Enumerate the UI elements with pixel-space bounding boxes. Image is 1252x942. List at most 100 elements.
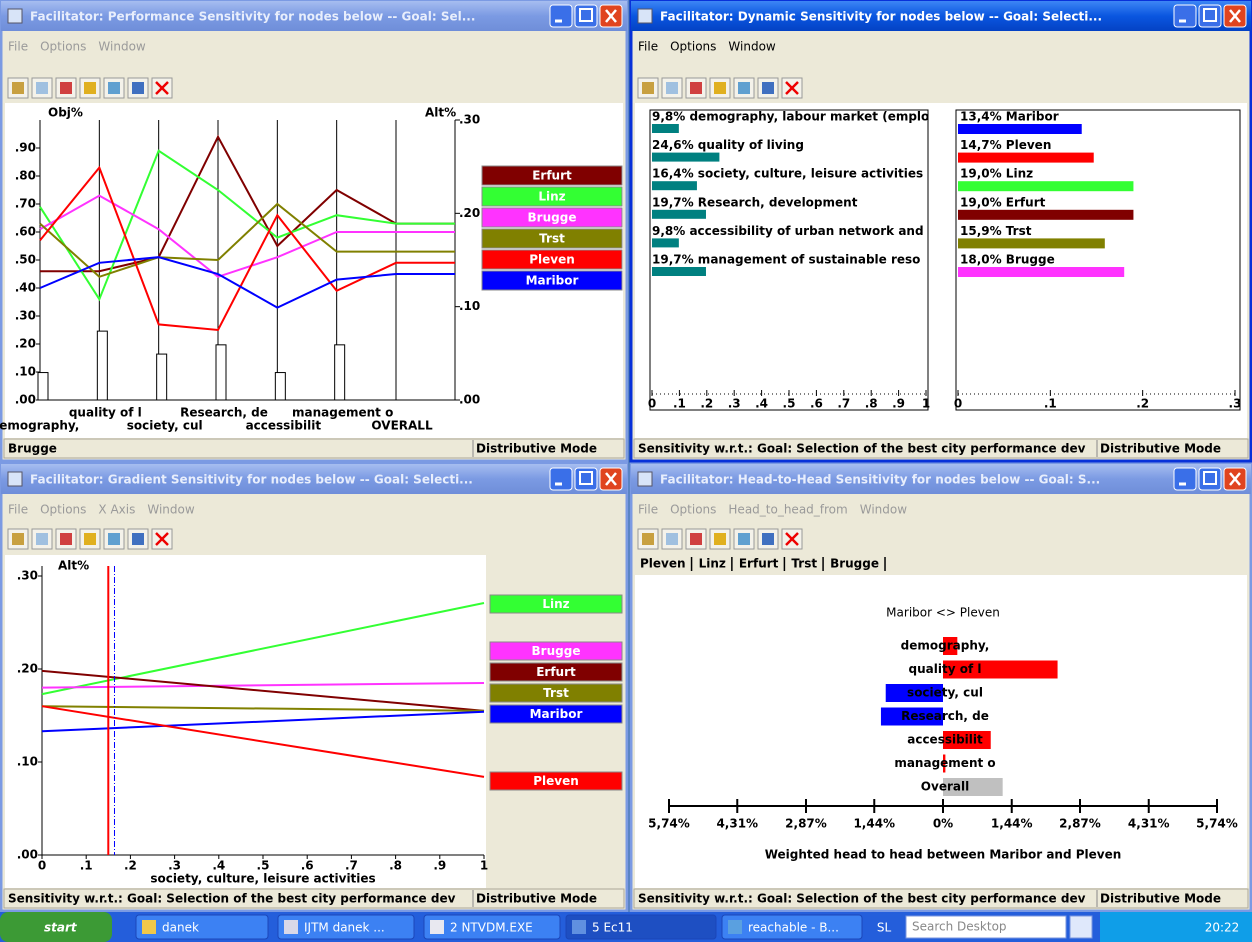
h2h-footer: Weighted head to head between Maribor an… [765, 848, 1122, 862]
y-tick-label: .20 [15, 337, 36, 351]
tab[interactable]: Erfurt [739, 557, 779, 571]
menu-item[interactable]: Window [98, 40, 146, 54]
window-title: Facilitator: Dynamic Sensitivity for nod… [660, 10, 1102, 24]
legend-label: Pleven [533, 774, 579, 788]
minimize-button[interactable] [1174, 5, 1196, 27]
x-tick-label: 1,44% [991, 817, 1033, 831]
h2h-label: accessibilit [907, 733, 983, 747]
x-tick-label: .5 [257, 859, 270, 873]
menu-item[interactable]: Options [670, 40, 716, 54]
toolbar-icon [714, 82, 726, 94]
x-tick-label: .4 [212, 859, 225, 873]
criterion-label: 16,4% society, culture, leisure activiti… [652, 167, 923, 181]
menu-item[interactable]: Window [147, 503, 195, 517]
menu-item[interactable]: Window [728, 40, 776, 54]
h2h-label: quality of l [909, 662, 982, 676]
menu-item[interactable]: Options [40, 503, 86, 517]
minimize-button[interactable] [550, 468, 572, 490]
alternative-label: 18,0% Brugge [960, 253, 1055, 267]
window-title: Facilitator: Performance Sensitivity for… [30, 10, 475, 24]
toolbar-icon [642, 533, 654, 545]
taskbar-label: reachable - B... [748, 921, 839, 935]
toolbar-icon [108, 82, 120, 94]
toolbar-icon [132, 533, 144, 545]
toolbar-icon [84, 533, 96, 545]
tab[interactable]: Trst [791, 557, 817, 571]
legend-label: Erfurt [536, 665, 576, 679]
minimize-button[interactable] [1174, 468, 1196, 490]
content-area [635, 575, 1247, 888]
x2-tick-label: 0 [954, 397, 962, 411]
window-icon [638, 472, 652, 486]
category-label: Research, de [180, 406, 268, 420]
criterion-bar [652, 153, 719, 162]
category-label: OVERALL [371, 419, 433, 433]
toolbar-icon [666, 82, 678, 94]
menu-item[interactable]: File [8, 503, 28, 517]
taskbar-icon [284, 920, 298, 934]
y-tick-label: .50 [15, 253, 36, 267]
weight-bar [275, 373, 285, 400]
menu-item[interactable]: File [8, 40, 28, 54]
menu-item[interactable]: File [638, 40, 658, 54]
weight-bar [157, 354, 167, 400]
menu-item[interactable]: Window [860, 503, 908, 517]
criterion-bar [652, 124, 679, 133]
alternative-label: 14,7% Pleven [960, 138, 1051, 152]
menu-item[interactable]: X Axis [98, 503, 135, 517]
y-tick-label: .10 [15, 365, 36, 379]
status-mode: Distributive Mode [476, 892, 597, 906]
screen: Facilitator: Performance Sensitivity for… [0, 0, 1252, 942]
y-tick-label: .90 [15, 141, 36, 155]
weight-bar [335, 345, 345, 400]
criterion-label: 9,8% demography, labour market (emplo [652, 110, 929, 124]
legend-label: Brugge [532, 644, 581, 658]
y2-tick-label: .00 [459, 393, 480, 407]
taskbar-icon [430, 920, 444, 934]
y-tick-label: .40 [15, 281, 36, 295]
toolbar-icon [738, 82, 750, 94]
legend-label: Trst [539, 232, 565, 246]
criterion-label: 9,8% accessibility of urban network and [652, 224, 924, 238]
x-tick-label: .3 [728, 397, 741, 411]
toolbar-icon [84, 82, 96, 94]
category-label: management o [292, 406, 393, 420]
x-tick-label: .6 [810, 397, 823, 411]
toolbar-icon [690, 82, 702, 94]
weight-bar [216, 345, 226, 400]
menu-item[interactable]: Options [670, 503, 716, 517]
x-tick-label: .8 [865, 397, 878, 411]
tab[interactable]: Pleven [640, 557, 686, 571]
y-tick-label: .20 [17, 662, 38, 676]
x-axis-label: society, culture, leisure activities [150, 872, 375, 886]
x-tick-label: .5 [783, 397, 796, 411]
x-tick-label: .9 [892, 397, 905, 411]
menu-item[interactable]: Options [40, 40, 86, 54]
search-button[interactable] [1070, 916, 1092, 938]
tab[interactable]: Brugge [830, 557, 879, 571]
h2h-label: society, cul [907, 686, 983, 700]
search-placeholder: Search Desktop [912, 920, 1007, 934]
minimize-button[interactable] [550, 5, 572, 27]
toolbar-icon [762, 82, 774, 94]
y-tick-label: .10 [17, 755, 38, 769]
legend-label: Trst [543, 686, 569, 700]
criterion-bar [652, 181, 697, 190]
criterion-bar [652, 267, 706, 276]
toolbar-icon [108, 533, 120, 545]
tab[interactable]: Linz [699, 557, 726, 571]
toolbar-icon [36, 82, 48, 94]
y2-tick-label: .20 [459, 206, 480, 220]
toolbar-icon [762, 533, 774, 545]
alternative-bar [958, 238, 1105, 248]
menu-item[interactable]: File [638, 503, 658, 517]
y-tick-label: .00 [17, 848, 38, 862]
taskbar-icon [572, 920, 586, 934]
clock: 20:22 [1205, 921, 1240, 935]
category-label: accessibilit [246, 419, 322, 433]
taskbar-item[interactable] [566, 915, 716, 939]
menu-item[interactable]: Head_to_head_from [728, 503, 847, 517]
criterion-bar [652, 238, 679, 247]
alternative-bar [958, 210, 1133, 220]
toolbar-icon [60, 82, 72, 94]
